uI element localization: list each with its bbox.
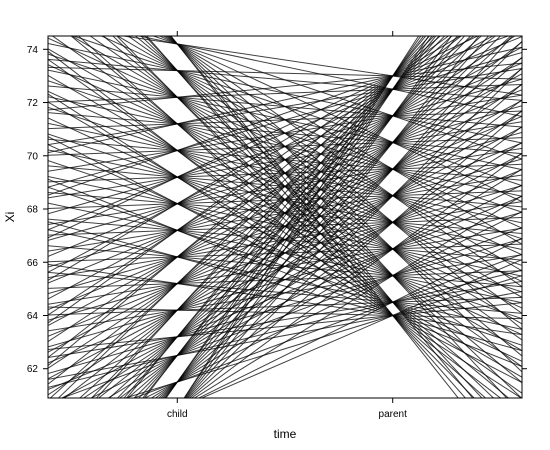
y-tick-label: 68 — [27, 205, 39, 216]
y-tick-labels: 62 64 66 68 70 72 74 — [27, 45, 39, 375]
series-line-10 — [183, 36, 420, 398]
series-line-144 — [144, 36, 483, 398]
series-line-2 — [193, 195, 522, 398]
series-line-110 — [48, 51, 502, 398]
series-line-99 — [48, 93, 522, 398]
y-tick-label: 64 — [27, 311, 39, 322]
series-line-28 — [127, 56, 522, 398]
series-line-156 — [169, 36, 508, 398]
y-tick-label: 62 — [27, 364, 39, 375]
series-line-87 — [48, 36, 450, 324]
series-line-30 — [138, 36, 466, 398]
y-tick-label: 66 — [27, 258, 39, 269]
series-line-122 — [70, 36, 510, 398]
series-line-161 — [158, 36, 522, 203]
series-line-143 — [146, 36, 466, 398]
axis-ticks — [43, 31, 527, 403]
series-line-153 — [48, 66, 522, 80]
series-line-164 — [120, 36, 522, 96]
series-line-155 — [169, 36, 474, 398]
series-line-163 — [136, 36, 522, 117]
y-tick-label: 74 — [27, 45, 39, 56]
x-tick-label-parent: parent — [379, 409, 408, 420]
series-line-109 — [48, 36, 479, 239]
series-line-67 — [48, 229, 522, 330]
series-line-76 — [48, 36, 442, 366]
series-line-12 — [132, 253, 522, 398]
series-line-160 — [162, 36, 522, 245]
series-line-157 — [168, 36, 522, 373]
series-line-133 — [112, 36, 495, 398]
series-line-158 — [166, 36, 522, 330]
y-tick-label: 70 — [27, 151, 39, 162]
series-line-89 — [48, 144, 522, 362]
series-line-78 — [48, 186, 522, 346]
x-axis-title: time — [274, 427, 297, 441]
series-line-121 — [77, 36, 487, 398]
series-line-23 — [48, 269, 522, 388]
series-line-120 — [48, 36, 510, 196]
series-line-88 — [48, 136, 522, 384]
series-line-1 — [197, 237, 522, 398]
series-line-31 — [142, 36, 437, 398]
series-line-77 — [48, 178, 522, 368]
series-line-98 — [48, 36, 462, 281]
series-line-162 — [151, 36, 522, 160]
plot-frame — [47, 35, 523, 399]
series-line-100 — [48, 101, 522, 378]
series-line-131 — [48, 46, 522, 154]
series-line-111 — [48, 59, 522, 394]
series-line-21 — [165, 36, 422, 398]
series-line-29 — [133, 36, 502, 398]
y-tick-label: 72 — [27, 98, 39, 109]
series-lines — [48, 36, 522, 398]
series-line-142 — [48, 62, 522, 111]
series-line-45 — [48, 296, 522, 316]
x-tick-labels: child parent — [167, 409, 407, 420]
series-line-26 — [107, 142, 522, 398]
series-line-132 — [116, 36, 475, 398]
x-tick-label-child: child — [167, 409, 188, 420]
series-line-154 — [170, 36, 459, 398]
series-line-32 — [143, 36, 425, 398]
series-line-34 — [48, 280, 522, 359]
series-line-25 — [89, 184, 522, 398]
series-line-24 — [60, 227, 522, 398]
series-line-27 — [118, 99, 522, 398]
series-line-56 — [48, 271, 522, 314]
y-axis-title: Xi — [3, 212, 17, 223]
series-line-159 — [165, 36, 522, 288]
